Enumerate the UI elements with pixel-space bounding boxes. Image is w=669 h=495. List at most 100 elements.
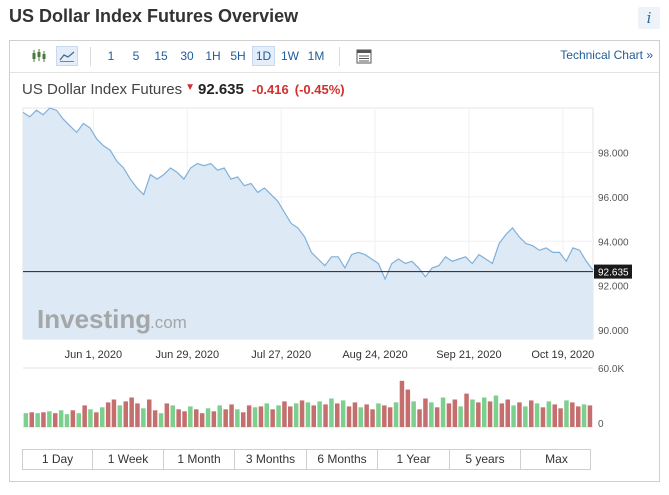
volume-bar [505, 399, 510, 427]
timeframe-5h[interactable]: 5H [230, 49, 246, 63]
quote-line: US Dollar Index Futures ▼ 92.635 -0.416 (-0.… [22, 81, 345, 98]
volume-bar [581, 404, 587, 427]
volume-bar [152, 410, 158, 427]
volume-bar [358, 407, 363, 427]
range-button[interactable]: 3 Months [235, 450, 307, 469]
volume-bar [41, 412, 46, 428]
range-button[interactable]: 1 Year [378, 450, 450, 469]
volume-bar [529, 400, 534, 427]
volume-bar [176, 409, 181, 427]
timeframe-15[interactable]: 15 [154, 49, 168, 63]
watermark-domain: .com [150, 313, 187, 332]
info-icon[interactable]: i [638, 7, 660, 29]
volume-bar [35, 413, 40, 427]
volume-bar [129, 397, 134, 427]
range-button[interactable]: 6 Months [307, 450, 378, 469]
volume-bar [235, 409, 240, 427]
price-change: -0.416 [251, 82, 289, 97]
volume-tick-label: 60.0K [598, 364, 624, 375]
volume-bar [346, 406, 352, 427]
area-chart-icon[interactable] [56, 46, 78, 66]
volume-bar [199, 413, 205, 427]
volume-bar [100, 407, 105, 427]
down-arrow-icon: ▼ [185, 82, 195, 93]
x-tick-label: Aug 24, 2020 [342, 349, 407, 361]
volume-bar [264, 403, 269, 427]
x-tick-label: Jun 1, 2020 [65, 349, 123, 361]
candlestick-icon[interactable] [28, 46, 50, 66]
timeframe-5[interactable]: 5 [132, 49, 140, 63]
y-tick-label: 94.000 [598, 237, 629, 248]
range-button[interactable]: 1 Week [93, 450, 164, 469]
volume-bar [246, 405, 252, 427]
range-button[interactable]: 5 years [450, 450, 521, 469]
x-tick-label: Jun 29, 2020 [155, 349, 219, 361]
volume-bar [170, 405, 175, 427]
volume-bar [464, 393, 469, 427]
volume-bar [211, 411, 217, 427]
timeframe-30[interactable]: 30 [180, 49, 194, 63]
price-chart[interactable]: Investing.com 92.635 98.000 96.000 94.000 92.… [10, 41, 659, 481]
volume-bar [387, 407, 393, 427]
volume-bar [305, 402, 311, 427]
volume-bar [270, 409, 275, 427]
volume-bar [311, 405, 316, 427]
range-button[interactable]: 1 Day [23, 450, 93, 469]
price-line [22, 107, 594, 281]
volume-bar [47, 411, 52, 427]
toolbar-separator [90, 47, 91, 66]
timeframe-1h[interactable]: 1H [205, 49, 221, 63]
timeframe-1m[interactable]: 1M [307, 49, 325, 63]
volume-bar [111, 399, 117, 427]
volume-bar [411, 401, 416, 427]
volume-bar [141, 408, 146, 427]
volume-bar [53, 413, 58, 427]
range-button[interactable]: Max [545, 452, 568, 466]
range-selector: 1 Day 1 Week 1 Month 3 Months 6 Months 1 Year… [22, 449, 591, 470]
volume-bar [288, 406, 293, 427]
range-button[interactable]: 1 Month [164, 450, 235, 469]
volume-bar [117, 405, 123, 427]
y-tick-label: 92.000 [598, 282, 629, 293]
timeframe-1[interactable]: 1 [107, 49, 115, 63]
volume-bar [335, 403, 340, 427]
y-tick-label: 96.000 [598, 193, 629, 204]
volume-bar [329, 398, 334, 427]
volume-bar [282, 401, 287, 427]
volume-bar [511, 405, 516, 427]
volume-bar [58, 410, 64, 427]
volume-bar [123, 401, 128, 427]
volume-bar [70, 410, 76, 427]
volume-bar [317, 401, 322, 427]
x-tick-label: Sep 21, 2020 [436, 349, 501, 361]
volume-bar [499, 403, 505, 427]
volume-bar [552, 404, 557, 427]
volume-bar [88, 409, 93, 427]
volume-tick-label: 0 [598, 419, 604, 430]
page-title: US Dollar Index Futures Overview [9, 6, 299, 26]
volume-bar [252, 407, 258, 427]
chart-toolbar: 1 5 15 30 1H 5H 1D 1W 1M Technical Chart… [10, 41, 659, 73]
volume-bar [223, 409, 228, 427]
volume-bar [135, 403, 140, 427]
timeframe-1d[interactable]: 1D [252, 46, 275, 66]
chart-panel: 1 5 15 30 1H 5H 1D 1W 1M Technical Chart… [9, 40, 660, 482]
volume-bar [23, 413, 29, 427]
volume-bar [417, 409, 422, 427]
timeframe-1w[interactable]: 1W [281, 49, 299, 63]
volume-bar [517, 402, 522, 427]
volume-bar [458, 406, 463, 427]
volume-bar [476, 402, 481, 427]
volume-bar [194, 409, 199, 427]
price-change-percent: (-0.45%) [294, 82, 345, 97]
instrument-name: US Dollar Index Futures [22, 81, 183, 98]
volume-bar [229, 404, 234, 427]
volume-bar [29, 412, 34, 428]
volume-bar [94, 412, 99, 428]
last-price-tag [594, 264, 632, 279]
table-icon[interactable] [353, 46, 375, 66]
volume-bar [370, 409, 375, 427]
technical-chart-link[interactable]: Technical Chart » [560, 48, 653, 62]
volume-bar [182, 411, 187, 427]
volume-bar [164, 403, 170, 427]
